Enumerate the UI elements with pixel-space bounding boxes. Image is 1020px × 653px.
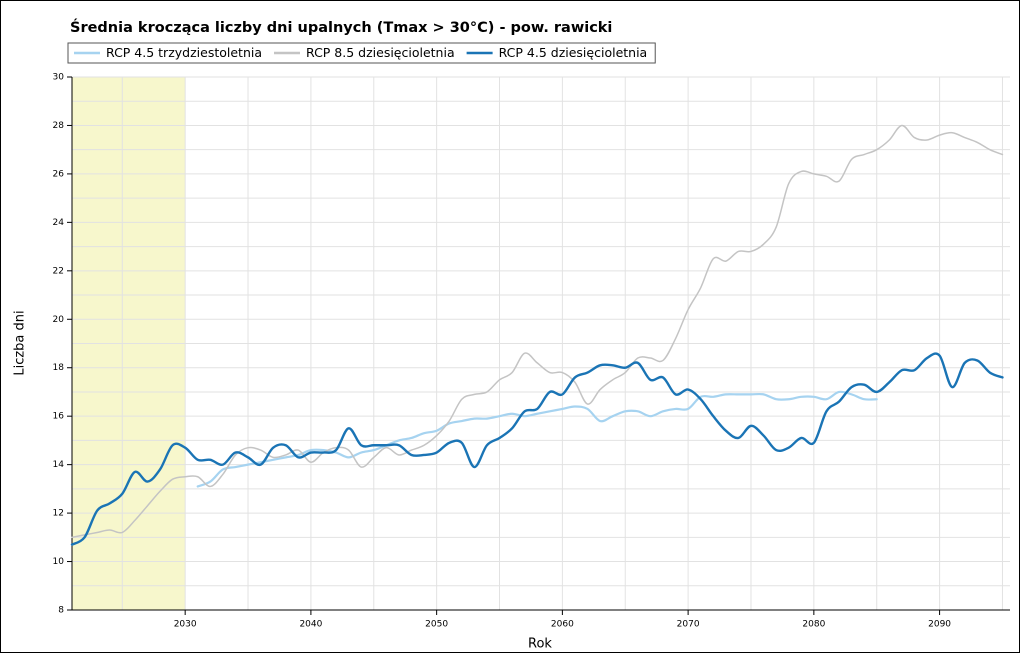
y-tick-label: 20	[53, 315, 65, 325]
line-series	[70, 352, 1004, 546]
y-tick-label: 30	[53, 73, 65, 83]
y-axis-label: Liczba dni	[13, 310, 28, 375]
x-tick-label: 2040	[299, 620, 322, 630]
x-tick-label: 2090	[928, 620, 951, 630]
y-tick-label: 16	[53, 412, 65, 422]
y-tick-label: 12	[53, 509, 64, 519]
x-tick-label: 2060	[551, 620, 574, 630]
x-tick-label: 2080	[802, 620, 825, 630]
line-series	[71, 124, 1004, 539]
y-tick-label: 26	[53, 169, 65, 179]
x-axis-label: Rok	[528, 637, 552, 652]
y-tick-label: 18	[53, 363, 65, 373]
y-tick-label: 14	[53, 460, 65, 470]
chart-title: Średnia krocząca liczby dni upalnych (Tm…	[70, 18, 612, 36]
legend: RCP 4.5 trzydziestoletnia RCP 8.5 dziesię…	[67, 42, 656, 64]
x-tick-label: 2050	[425, 620, 448, 630]
y-tick-label: 10	[53, 557, 65, 567]
y-tick-label: 22	[53, 266, 64, 276]
legend-label: RCP 4.5 dziesięcioletnia	[499, 45, 648, 60]
x-tick-label: 2070	[677, 620, 700, 630]
y-tick-label: 8	[58, 606, 64, 616]
legend-box	[67, 42, 656, 64]
y-tick-label: 24	[53, 218, 65, 228]
legend-label: RCP 8.5 dziesięcioletnia	[306, 45, 455, 60]
legend-label: RCP 4.5 trzydziestoletnia	[106, 45, 262, 60]
x-tick-label: 2030	[174, 620, 197, 630]
line-series	[196, 390, 878, 488]
y-tick-label: 28	[53, 121, 65, 131]
